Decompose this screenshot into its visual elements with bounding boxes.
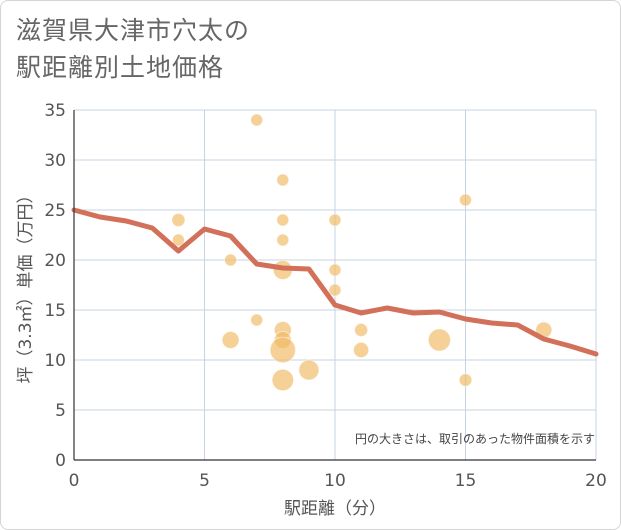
chart-title: 滋賀県大津市穴太の 駅距離別土地価格 (16, 12, 250, 86)
y-tick-label: 30 (44, 151, 66, 171)
data-point (298, 359, 320, 381)
data-point (171, 233, 185, 247)
y-axis-label: 坪（3.3㎡）単価（万円） (16, 186, 36, 383)
data-point (328, 213, 342, 227)
data-point (276, 213, 290, 227)
data-point (353, 341, 370, 359)
y-tick-label: 0 (55, 451, 66, 471)
data-point (221, 331, 240, 349)
data-point (459, 193, 472, 207)
y-tick-label: 25 (44, 201, 66, 221)
data-point (427, 328, 451, 352)
data-point (328, 283, 342, 297)
data-point (171, 212, 186, 228)
data-point (271, 368, 295, 392)
trend-line (71, 207, 599, 357)
y-tick-label: 5 (55, 401, 66, 421)
bubble-layer (171, 113, 553, 392)
data-point (354, 322, 369, 338)
x-tick-label: 5 (199, 471, 210, 491)
data-point (250, 113, 264, 127)
x-tick-label: 0 (69, 471, 80, 491)
data-point (224, 253, 238, 267)
x-tick-label: 10 (324, 471, 346, 491)
x-tick-label: 15 (455, 471, 477, 491)
data-point (269, 336, 297, 364)
data-point (250, 313, 264, 327)
data-point (328, 263, 342, 277)
data-point (458, 373, 473, 387)
x-tick-labels: 0 5 10 15 20 (69, 471, 607, 491)
size-note: 円の大きさは、取引のあった物件面積を示す (355, 431, 595, 446)
x-tick-label: 20 (585, 471, 607, 491)
y-tick-label: 15 (44, 301, 66, 321)
data-point (276, 173, 290, 187)
x-axis-label: 駅距離（分） (284, 499, 386, 519)
y-tick-label: 10 (44, 351, 66, 371)
y-tick-label: 20 (44, 251, 66, 271)
data-point (276, 233, 290, 247)
y-tick-label: 35 (44, 101, 66, 121)
axes (73, 110, 596, 461)
chart-title-line-1: 滋賀県大津市穴太の (16, 16, 251, 45)
chart-title-line-2: 駅距離別土地価格 (16, 53, 225, 82)
y-tick-labels: 0 5 10 15 20 25 30 35 (44, 101, 66, 471)
